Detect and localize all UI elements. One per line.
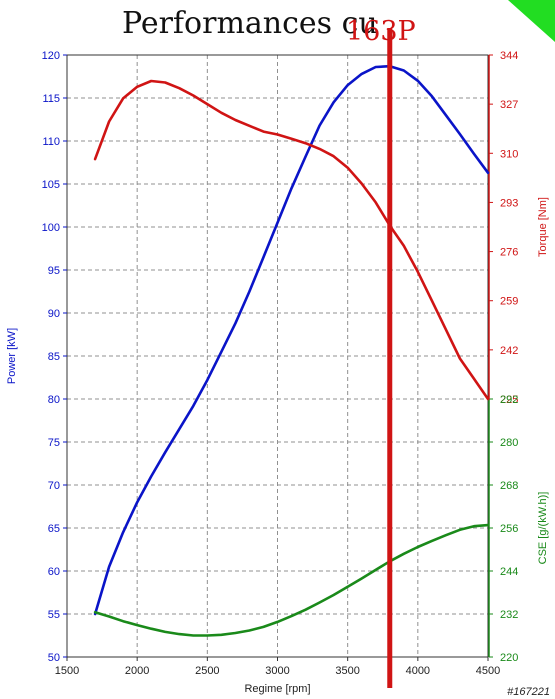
cse-tick-label: 244 [500,566,518,578]
power-tick-label: 100 [42,222,60,234]
image-watermark: #167221 [507,686,550,698]
torque-axis-label: Torque [Nm] [537,197,549,257]
torque-axis-ticks: 225 242 259 276 293 310 327 344 [489,50,518,406]
x-tick-label: 1500 [55,665,79,677]
power-tick-label: 70 [48,480,60,492]
x-axis-ticks: 1500 2000 2500 3000 3500 4000 4500 [55,657,500,677]
cse-axis-ticks: 220 232 244 256 268 280 292 [489,394,518,664]
power-tick-label: 120 [42,50,60,62]
x-tick-label: 4500 [476,665,500,677]
cse-tick-label: 220 [500,652,518,664]
torque-tick-label: 344 [500,50,518,62]
torque-tick-label: 310 [500,148,518,160]
x-tick-label: 3000 [265,665,289,677]
power-series-line [93,64,490,616]
cse-tick-label: 268 [500,480,518,492]
torque-series-line [93,79,490,401]
power-tick-label: 85 [48,351,60,363]
cse-tick-label: 232 [500,609,518,621]
power-tick-label: 90 [48,308,60,320]
x-tick-label: 2500 [195,665,219,677]
x-tick-label: 2000 [125,665,149,677]
chart-series [93,64,490,637]
x-tick-label: 4000 [406,665,430,677]
power-tick-label: 95 [48,265,60,277]
torque-tick-label: 259 [500,296,518,308]
torque-tick-label: 242 [500,345,518,357]
power-tick-label: 105 [42,179,60,191]
cse-series-line [93,523,490,637]
torque-tick-label: 276 [500,247,518,259]
power-tick-label: 60 [48,566,60,578]
power-tick-label: 65 [48,523,60,535]
corner-flag [508,0,555,42]
torque-tick-label: 293 [500,197,518,209]
power-tick-label: 80 [48,394,60,406]
power-tick-label: 115 [42,93,60,105]
overlay-label: 163P [346,16,416,47]
chart-grid [66,54,489,658]
torque-tick-label: 225 [500,394,518,406]
torque-tick-label: 327 [500,99,518,111]
chart-title: Performances cu [122,6,378,41]
x-tick-label: 3500 [335,665,359,677]
power-axis-label: Power [kW] [6,328,18,384]
x-axis-label: Regime [rpm] [244,683,310,695]
power-tick-label: 50 [48,652,60,664]
power-tick-label: 110 [42,136,60,148]
cse-tick-label: 280 [500,437,518,449]
power-axis-ticks: 50 55 60 65 70 75 80 85 90 95 100 105 110 115 120 [42,50,67,664]
cse-tick-label: 256 [500,523,518,535]
power-tick-label: 55 [48,609,60,621]
power-tick-label: 75 [48,437,60,449]
cse-axis-label: CSE [g/(kW.h)] [537,492,549,565]
cse-tick-label: 292 [500,394,518,406]
